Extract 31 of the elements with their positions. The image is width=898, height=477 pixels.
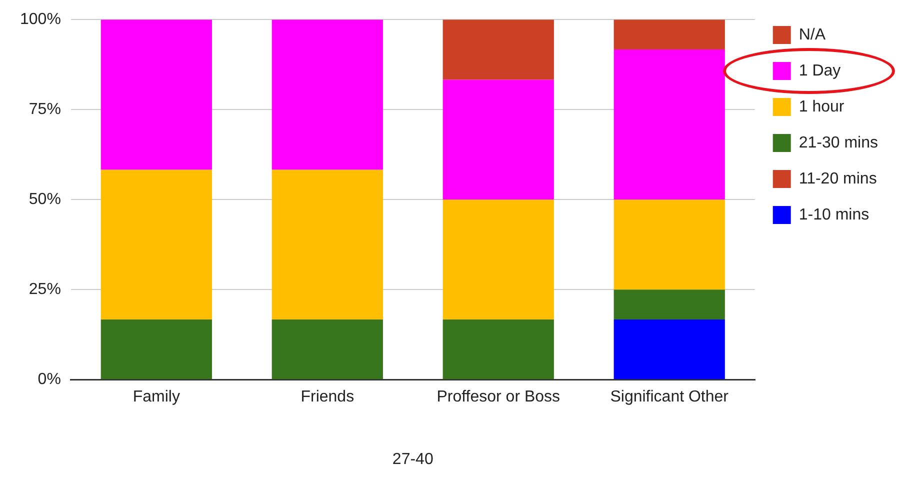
x-tick-label: Friends — [300, 388, 354, 406]
legend-label: 21-30 mins — [798, 134, 878, 152]
legend-label: 1 hour — [798, 98, 845, 116]
y-tick-label: 0% — [38, 371, 61, 388]
x-tick-label: Proffesor or Boss — [436, 388, 560, 406]
legend-label: N/A — [798, 26, 826, 44]
bar — [100, 20, 212, 170]
x-axis-title: 27-40 — [392, 450, 434, 468]
bar — [614, 49, 725, 200]
bar — [100, 319, 212, 380]
bar — [272, 170, 383, 320]
y-tick-label: 25% — [28, 281, 61, 298]
bar — [614, 20, 725, 50]
y-tick-label: 75% — [28, 101, 61, 118]
bar — [272, 20, 383, 170]
legend-label: 11-20 mins — [798, 170, 877, 188]
x-tick-label: Family — [132, 388, 180, 406]
bar — [442, 319, 554, 380]
x-tick-label: Significant Other — [610, 388, 730, 406]
bar — [100, 170, 212, 320]
bar — [614, 200, 725, 290]
bar — [442, 200, 554, 320]
bar — [614, 290, 725, 320]
y-tick-label: 50% — [28, 191, 61, 208]
legend-label: 1 Day — [798, 62, 841, 80]
y-tick-label: 100% — [20, 11, 61, 28]
bar — [272, 319, 383, 380]
legend-label: 1-10 mins — [798, 206, 870, 224]
bar — [442, 20, 554, 80]
bar — [442, 80, 554, 200]
bar — [614, 319, 725, 380]
